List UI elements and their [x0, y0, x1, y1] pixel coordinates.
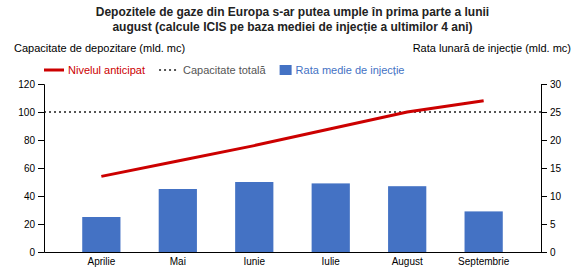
x-tick: Mai	[170, 256, 186, 267]
y2-tick: 20	[541, 135, 562, 146]
bar	[465, 211, 503, 252]
y2-tick-mark	[541, 196, 547, 197]
y-tick: 60	[24, 163, 44, 174]
x-tick-label: Iunie	[243, 256, 265, 267]
bar	[312, 183, 350, 252]
y2-tick-label: 10	[550, 191, 562, 202]
y-tick-label: 120	[18, 79, 35, 90]
legend-label: Capacitate totală	[183, 64, 266, 76]
y-axis-title: Capacitate de depozitare (mld. mc)	[14, 42, 185, 54]
x-axis: Aprilie Mai Iunie Iulie August Septembrie	[45, 253, 542, 268]
y2-tick: 15	[541, 163, 562, 174]
y2-tick: 10	[541, 191, 562, 202]
chart: Depozitele de gaze din Europa s-ar putea…	[0, 0, 585, 276]
legend-swatch	[280, 65, 292, 75]
plot: Aprilie Mai Iunie Iulie August Septembrie 0 20 4…	[18, 79, 561, 267]
axis-domain	[45, 252, 542, 253]
y2-tick-label: 5	[550, 219, 556, 230]
y2-tick-mark	[541, 84, 547, 85]
y2-tick-label: 20	[550, 135, 562, 146]
x-tick-label: Septembrie	[458, 256, 510, 267]
legend-item: Rata medie de injecție	[280, 64, 405, 76]
y-tick-label: 40	[24, 191, 36, 202]
bar	[388, 186, 426, 252]
y-tick: 100	[18, 107, 44, 118]
x-tick: August	[392, 256, 423, 267]
y-tick-mark	[38, 224, 44, 225]
y2-axis: 0 5 10 15 20 25 30	[541, 79, 562, 258]
y2-tick-mark	[541, 252, 547, 253]
legend-swatch	[44, 69, 64, 72]
y-tick-label: 80	[24, 135, 36, 146]
y-tick-mark	[38, 84, 44, 85]
y2-tick-label: 0	[550, 247, 556, 258]
legend-item: Nivelul anticipat	[44, 64, 145, 76]
y-tick: 40	[24, 191, 44, 202]
y-tick-mark	[38, 168, 44, 169]
y2-tick-mark	[541, 112, 547, 113]
y2-tick-mark	[541, 140, 547, 141]
y2-tick: 0	[541, 247, 556, 258]
legend-label: Rata medie de injecție	[296, 64, 405, 76]
legend-item: Capacitate totală	[159, 64, 266, 76]
bar	[82, 217, 120, 252]
y-tick-label: 20	[24, 219, 36, 230]
y2-axis-title: Rata lunară de injecție (mld. mc)	[413, 42, 571, 54]
y-tick-mark	[38, 196, 44, 197]
x-tick: Septembrie	[458, 256, 510, 267]
subtitle: august (calcule ICIS pe baza mediei de i…	[112, 20, 472, 34]
y2-tick: 30	[541, 79, 562, 90]
x-tick: Iunie	[243, 256, 265, 267]
line	[101, 101, 483, 177]
x-tick: Aprilie	[87, 256, 115, 267]
y2-tick-label: 25	[550, 107, 562, 118]
y2-tick: 5	[541, 219, 556, 230]
bar-series	[82, 182, 503, 252]
legend: Nivelul anticipat Capacitate totală Rata m…	[44, 64, 404, 76]
y-tick-label: 100	[18, 107, 35, 118]
x-tick-label: Aprilie	[87, 256, 115, 267]
y-tick: 20	[24, 219, 44, 230]
bar	[235, 182, 273, 252]
y-tick-mark	[38, 140, 44, 141]
y-tick-label: 0	[29, 247, 35, 258]
y-tick-mark	[38, 252, 44, 253]
y-tick-mark	[38, 112, 44, 113]
y-tick: 120	[18, 79, 44, 90]
y2-tick-mark	[541, 224, 547, 225]
y-tick-label: 60	[24, 163, 36, 174]
axis-domain	[542, 85, 548, 253]
title: Depozitele de gaze din Europa s-ar putea…	[96, 5, 489, 19]
x-tick-label: August	[392, 256, 423, 267]
marks	[44, 101, 541, 252]
y2-tick-label: 15	[550, 163, 562, 174]
y-tick: 0	[29, 247, 44, 258]
x-tick: Iulie	[322, 256, 341, 267]
y-tick: 80	[24, 135, 44, 146]
legend-label: Nivelul anticipat	[68, 64, 145, 76]
y2-tick-label: 30	[550, 79, 562, 90]
legend-swatch	[159, 69, 179, 71]
y2-tick: 25	[541, 107, 562, 118]
y-axis: 0 20 40 60 80 100 120	[18, 79, 44, 258]
axis-domain	[38, 85, 45, 253]
x-tick-label: Iulie	[322, 256, 341, 267]
y2-tick-mark	[541, 168, 547, 169]
reference-line	[44, 111, 541, 113]
bar	[159, 189, 197, 252]
x-tick-label: Mai	[170, 256, 186, 267]
